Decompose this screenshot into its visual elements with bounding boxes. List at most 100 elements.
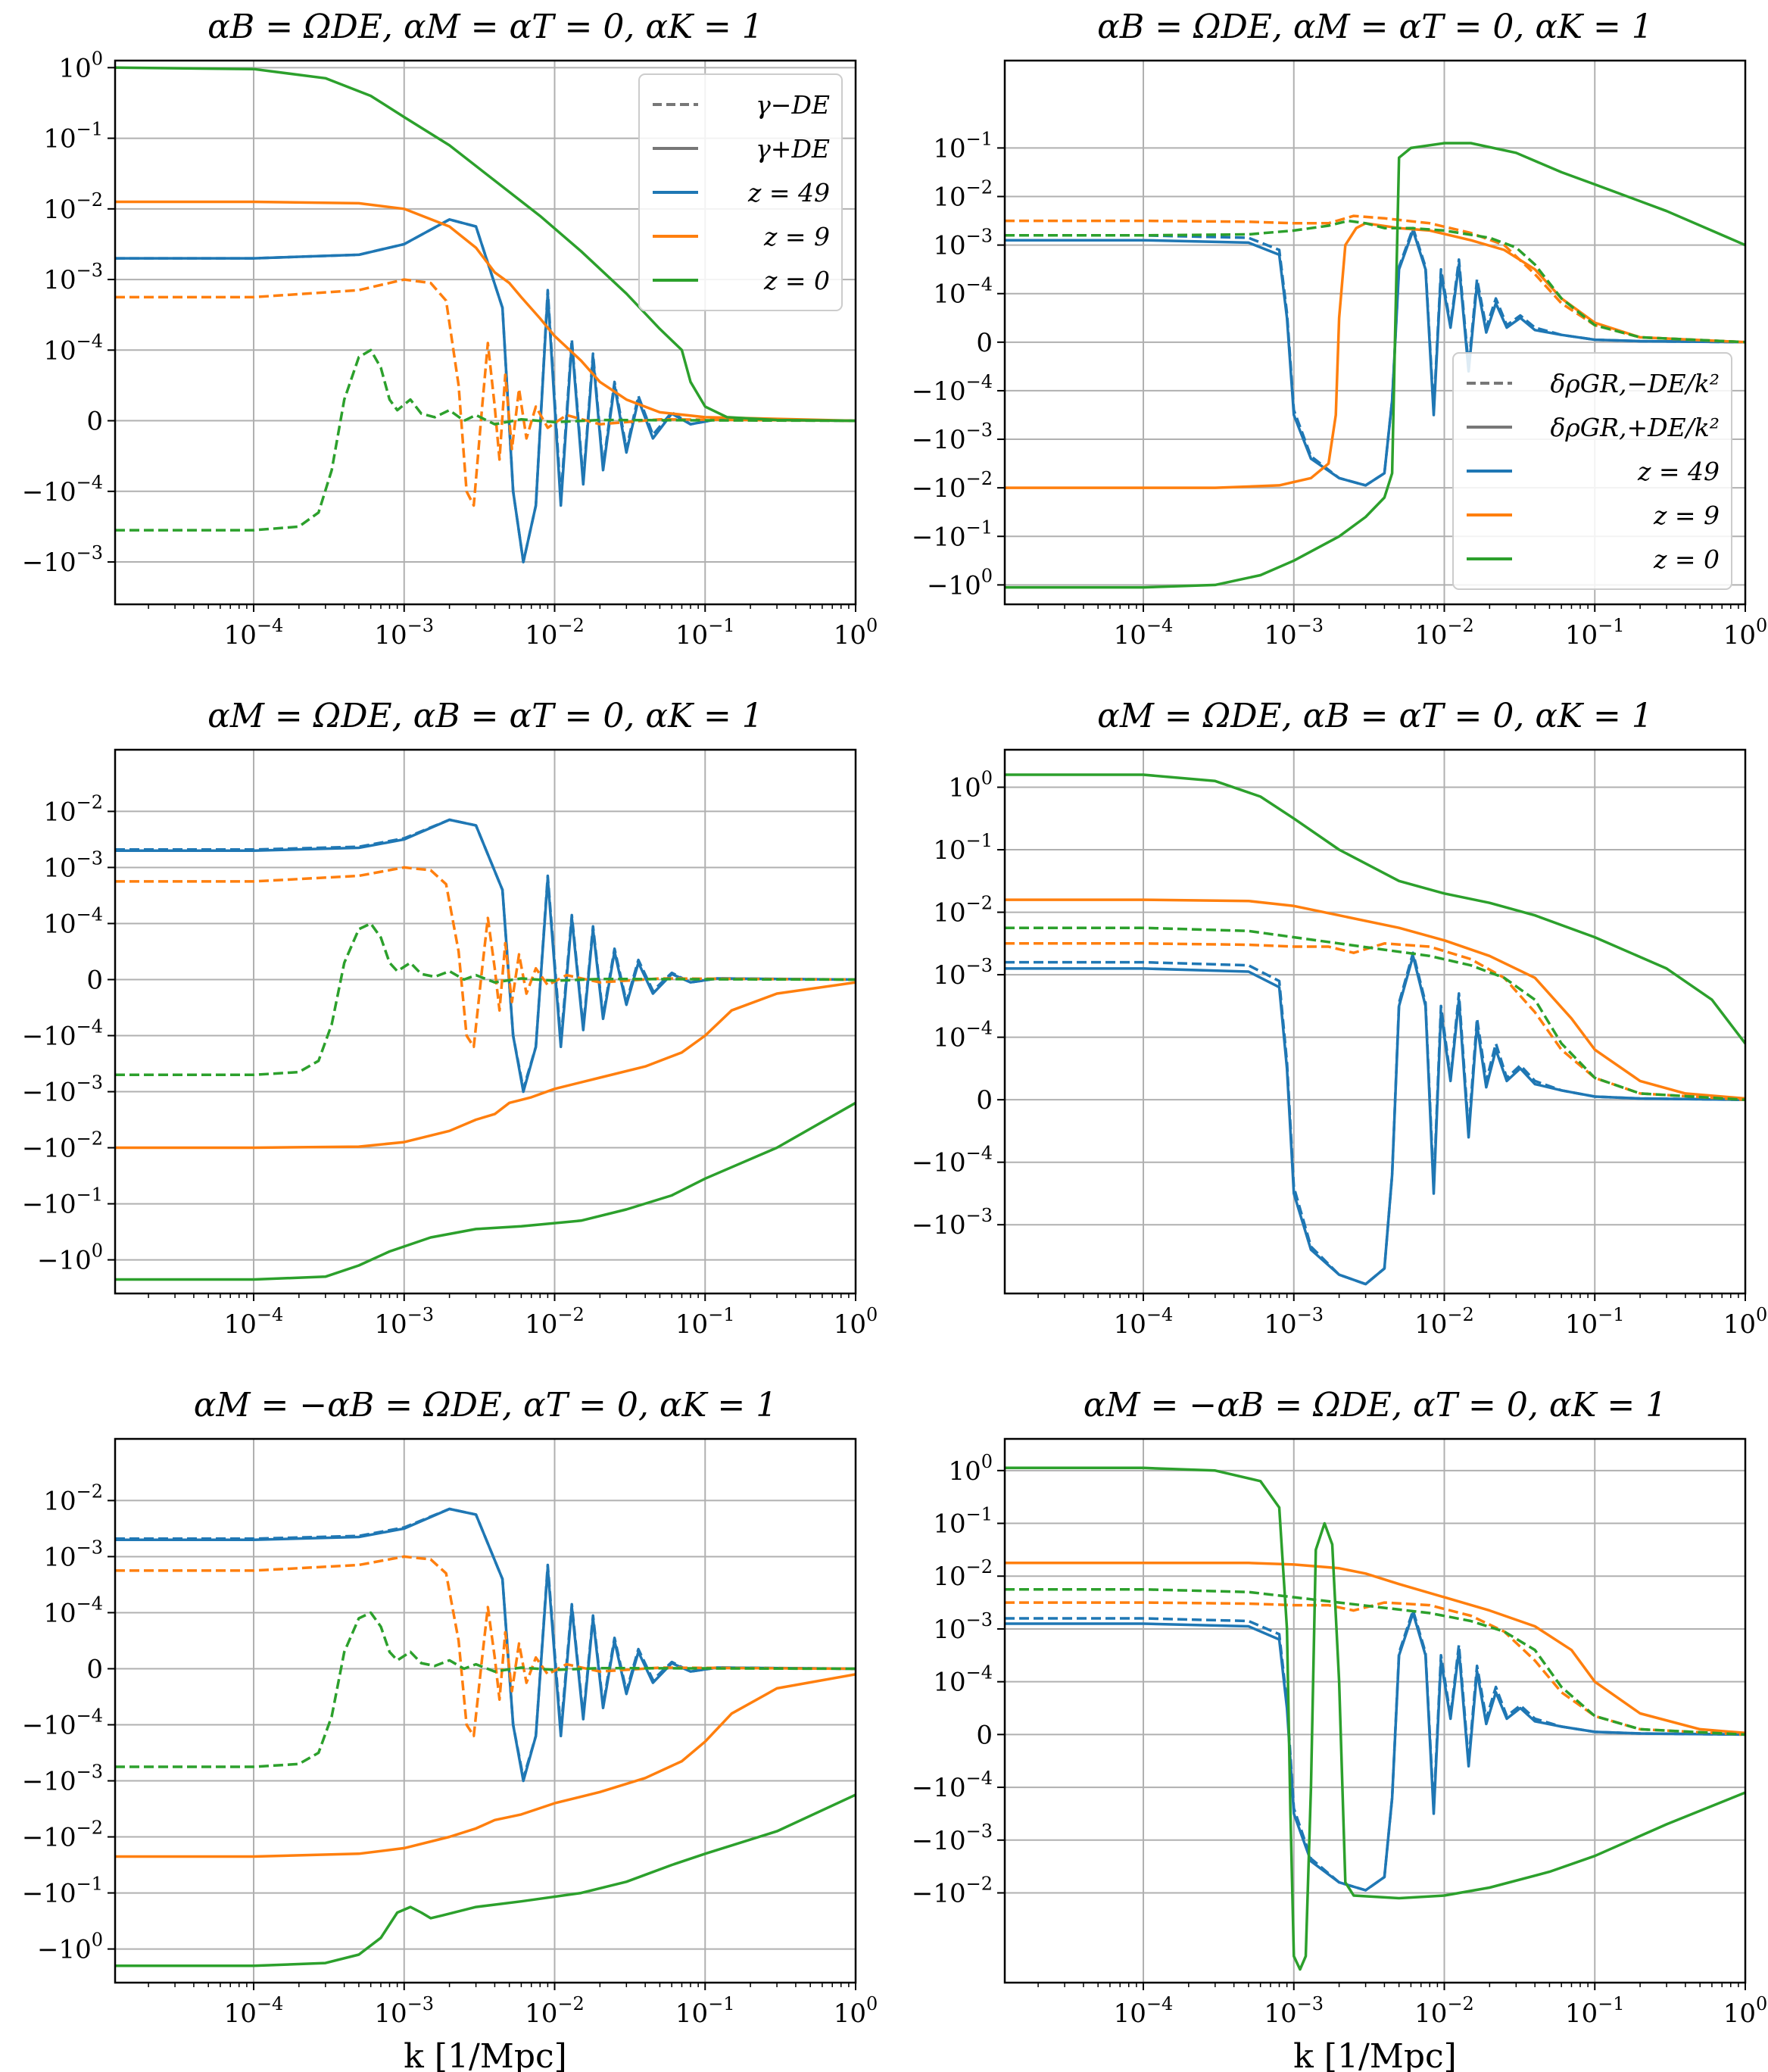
- legend-label: z = 0: [763, 266, 830, 295]
- series-line: [115, 922, 856, 1077]
- chart-title: αM = ΩDE, αB = αT = 0, αK = 1: [1097, 697, 1653, 735]
- y-tick-label: 0: [86, 407, 103, 437]
- y-tick-label: 10−2: [43, 791, 103, 827]
- chart-panel-2: αB = ΩDE, αM = αT = 0, αK = 1 10−4 10−3 10−…: [912, 8, 1767, 651]
- legend-label: δρGR,−DE/k²: [1550, 369, 1720, 398]
- x-tick-label: 10−1: [1565, 1993, 1625, 2029]
- x-tick-label: 10−4: [1114, 1993, 1174, 2029]
- chart-title: αM = −αB = ΩDE, αT = 0, αK = 1: [1084, 1386, 1667, 1424]
- series-line: [115, 1673, 856, 1858]
- chart-panel-4: αM = ΩDE, αB = αT = 0, αK = 1 10−4 10−3 10−…: [912, 697, 1767, 1340]
- plot-frame: [114, 748, 857, 1295]
- y-tick-label: 0: [86, 1654, 103, 1684]
- y-tick-label: 10−4: [933, 1662, 993, 1698]
- series-line: [1005, 214, 1745, 344]
- legend-label: γ−DE: [756, 90, 830, 120]
- series-line: [115, 278, 856, 507]
- y-tick-label: 10−3: [43, 1537, 103, 1572]
- series-line: [115, 1611, 856, 1768]
- y-tick-label: 10−1: [43, 119, 103, 154]
- y-tick-label: −10−1: [22, 1184, 103, 1220]
- y-tick-label: 10−2: [933, 177, 993, 213]
- series-line: [115, 1101, 856, 1281]
- x-tick-label: 10−4: [224, 1993, 284, 2029]
- series-line: [115, 1507, 856, 1783]
- series-line: [1005, 926, 1745, 1101]
- y-tick-label: 0: [86, 965, 103, 995]
- series-line: [115, 1555, 856, 1738]
- x-tick-label: 100: [1723, 615, 1768, 651]
- plot-frame: [1003, 748, 1747, 1295]
- y-tick-label: 10−3: [43, 260, 103, 295]
- y-tick-label: 10−1: [933, 128, 993, 164]
- series-line: [1005, 226, 1745, 487]
- y-tick-label: 10−3: [933, 1609, 993, 1645]
- y-tick-label: −10−4: [22, 1016, 103, 1052]
- series-line: [1005, 898, 1745, 1100]
- x-tick-label: 10−3: [1264, 615, 1324, 651]
- x-tick-label: 100: [1723, 1993, 1768, 2029]
- x-tick-label: 100: [1723, 1304, 1768, 1340]
- y-tick-label: 10−2: [43, 1481, 103, 1516]
- series-line: [1005, 142, 1745, 589]
- chart-title: αB = ΩDE, αM = αT = 0, αK = 1: [207, 8, 763, 46]
- y-tick-label: 10−3: [43, 847, 103, 883]
- x-tick-label: 10−1: [1565, 615, 1625, 651]
- series-line: [1005, 1466, 1745, 1971]
- series-line: [1005, 954, 1745, 1286]
- series-line: [1005, 1609, 1745, 1892]
- y-tick-label: −10−1: [22, 1874, 103, 1909]
- series-line: [115, 348, 856, 532]
- chart-panel-1: αB = ΩDE, αM = αT = 0, αK = 1 10−4 10−3 10−…: [22, 8, 878, 651]
- x-tick-label: 10−2: [525, 1304, 585, 1340]
- x-tick-label: 100: [834, 615, 878, 651]
- x-tick-label: 10−2: [1414, 1304, 1474, 1340]
- y-tick-label: −10−1: [912, 516, 993, 552]
- x-tick-label: 10−4: [1114, 615, 1174, 651]
- plot-frame: [1003, 59, 1747, 606]
- y-tick-label: −100: [37, 1240, 103, 1276]
- chart-title: αM = ΩDE, αB = αT = 0, αK = 1: [207, 697, 763, 735]
- y-tick-label: 10−4: [43, 903, 103, 939]
- legend-label: z = 0: [1653, 545, 1720, 574]
- x-tick-label: 10−3: [1264, 1993, 1324, 2029]
- series-line: [1005, 773, 1745, 1044]
- series-line: [1005, 1601, 1745, 1737]
- chart-title: αB = ΩDE, αM = αT = 0, αK = 1: [1097, 8, 1653, 46]
- legend: γ−DE γ+DE z = 49 z = 9 z = 0: [638, 73, 843, 311]
- y-tick-label: 10−2: [933, 1556, 993, 1592]
- x-tick-label: 10−3: [374, 1993, 434, 2029]
- y-tick-label: 10−1: [933, 830, 993, 866]
- x-tick-label: 10−4: [224, 1304, 284, 1340]
- plot-frame: [114, 1437, 857, 1984]
- y-tick-label: −10−4: [22, 472, 103, 507]
- x-tick-label: 100: [834, 1304, 878, 1340]
- y-tick-label: 10−2: [933, 893, 993, 928]
- x-axis-label: k [1/Mpc]: [404, 2037, 567, 2072]
- y-tick-label: −100: [927, 565, 993, 601]
- y-tick-label: −100: [37, 1930, 103, 1965]
- y-tick-label: 100: [58, 48, 103, 83]
- series-line: [1005, 1587, 1745, 1737]
- x-tick-label: 10−3: [374, 615, 434, 651]
- y-tick-label: −10−2: [22, 1128, 103, 1164]
- y-tick-label: −10−3: [912, 1205, 993, 1240]
- x-tick-label: 10−4: [1114, 1304, 1174, 1340]
- y-tick-label: 10−3: [933, 955, 993, 991]
- series-line: [115, 818, 856, 1091]
- series-line: [115, 200, 856, 423]
- x-tick-label: 10−2: [525, 1993, 585, 2029]
- y-tick-label: 10−3: [933, 226, 993, 261]
- y-tick-label: 10−4: [43, 1593, 103, 1628]
- y-tick-label: 10−1: [933, 1504, 993, 1540]
- x-tick-label: 10−1: [1565, 1304, 1625, 1340]
- x-tick-label: 10−3: [374, 1304, 434, 1340]
- plot-frame: [114, 59, 857, 606]
- x-tick-label: 10−3: [1264, 1304, 1324, 1340]
- series-line: [1005, 219, 1745, 344]
- plot-frame: [1003, 1437, 1747, 1984]
- y-tick-label: −10−3: [912, 1821, 993, 1856]
- series-line: [115, 66, 856, 423]
- y-tick-label: 10−4: [933, 274, 993, 310]
- legend-label: z = 49: [1637, 457, 1720, 486]
